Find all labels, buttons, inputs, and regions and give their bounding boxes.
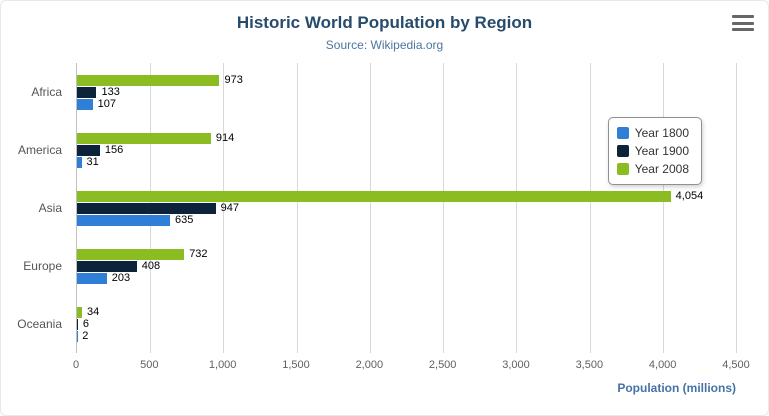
bar-group: 973 133 107 — [77, 63, 736, 121]
category-label: Asia — [38, 201, 62, 215]
bar[interactable] — [77, 98, 93, 110]
bar-value-label: 947 — [220, 201, 240, 214]
chart-title: Historic World Population by Region — [236, 13, 533, 32]
bar-group: 4,054 947 635 — [77, 179, 736, 237]
gridline — [296, 63, 298, 353]
bar-row: 6 — [77, 317, 736, 330]
bar-row: 34 — [77, 305, 736, 318]
bar[interactable] — [77, 248, 185, 260]
x-tick-label: 500 — [140, 359, 159, 371]
bar-row: 2 — [77, 329, 736, 342]
legend-item[interactable]: Year 1900 — [616, 142, 689, 160]
x-tick-label: 1,000 — [208, 359, 237, 371]
bar[interactable] — [77, 132, 211, 144]
bar-group: 34 6 2 — [77, 295, 736, 353]
y-axis-labels: Africa America Asia Europe Oceania — [1, 63, 71, 353]
bar[interactable] — [77, 272, 107, 284]
bar[interactable] — [77, 190, 671, 202]
category-label: Europe — [23, 259, 62, 273]
bar[interactable] — [77, 214, 170, 226]
chart-subtitle: Source: Wikipedia.org — [325, 38, 444, 52]
bar-row: 408 — [77, 259, 736, 272]
x-tick-label: 0 — [72, 359, 80, 371]
bar-value-label: 31 — [86, 155, 99, 168]
x-tick-label: 3,500 — [575, 359, 604, 371]
bar-groups: 973 133 107 914 156 31 4,054 947 635 732 408 203 34 6… — [77, 63, 736, 353]
bar-row: 107 — [77, 97, 736, 110]
x-axis-title: Population (millions) — [617, 381, 736, 395]
bar[interactable] — [77, 86, 97, 98]
bar-row: 31 — [77, 155, 736, 168]
gridline — [369, 63, 371, 353]
bar-value-label: 6 — [82, 317, 89, 330]
bar-row: 973 — [77, 73, 736, 86]
bar-row: 4,054 — [77, 189, 736, 202]
x-tick-label: 4,000 — [648, 359, 677, 371]
bar-row: 732 — [77, 247, 736, 260]
bar-value-label: 156 — [104, 143, 124, 156]
bar-row: 914 — [77, 131, 736, 144]
bar-value-label: 914 — [215, 131, 235, 144]
gridline — [516, 63, 518, 353]
bar-row: 203 — [77, 271, 736, 284]
legend-swatch-icon — [616, 127, 629, 139]
category-label: America — [17, 143, 62, 157]
x-tick-label: 4,500 — [722, 359, 750, 371]
category-label: Africa — [31, 85, 62, 99]
legend-item[interactable]: Year 1800 — [616, 124, 689, 142]
bar[interactable] — [77, 306, 82, 318]
hamburger-icon — [732, 28, 754, 31]
bar-value-label: 34 — [86, 305, 100, 318]
legend: Year 1800 Year 1900 Year 2008 — [607, 117, 702, 185]
bar-row: 635 — [77, 213, 736, 226]
legend-item-label: Year 1800 — [634, 126, 689, 140]
bar-value-label: 133 — [101, 85, 120, 98]
legend-item-label: Year 2008 — [634, 162, 689, 176]
x-tick-label: 2,500 — [428, 359, 457, 371]
hamburger-icon — [732, 21, 754, 25]
bar-value-label: 203 — [111, 271, 131, 284]
gridline — [662, 63, 664, 353]
bar[interactable] — [77, 144, 100, 156]
bar-row: 156 — [77, 143, 736, 156]
bar-group: 732 408 203 — [77, 237, 736, 295]
plot-area: 973 133 107 914 156 31 4,054 947 635 732 408 203 34 6… — [76, 63, 737, 353]
bar[interactable] — [77, 202, 216, 214]
legend-item[interactable]: Year 2008 — [616, 160, 689, 178]
bar[interactable] — [77, 156, 82, 168]
bar-value-label: 732 — [189, 247, 208, 260]
bar-value-label: 107 — [97, 97, 117, 110]
bar-value-label: 973 — [224, 73, 243, 86]
bar[interactable] — [77, 260, 137, 272]
bar-value-label: 408 — [141, 259, 161, 272]
legend-item-label: Year 1900 — [634, 144, 689, 158]
x-tick-label: 2,000 — [355, 359, 384, 371]
legend-swatch-icon — [616, 145, 629, 157]
bar-row: 947 — [77, 201, 736, 214]
bar-value-label: 635 — [174, 213, 194, 226]
category-label: Oceania — [17, 317, 62, 331]
gridline — [736, 63, 737, 353]
bar-value-label: 4,054 — [675, 189, 704, 202]
bar-group: 914 156 31 — [77, 121, 736, 179]
bar[interactable] — [77, 318, 78, 330]
legend-swatch-icon — [616, 163, 629, 175]
bar-row: 133 — [77, 85, 736, 98]
bar[interactable] — [77, 74, 220, 86]
x-tick-label: 3,000 — [502, 359, 530, 371]
gridline — [223, 63, 225, 353]
bar-value-label: 2 — [82, 329, 89, 342]
context-menu-button[interactable] — [732, 15, 754, 31]
x-tick-label: 1,500 — [282, 359, 310, 371]
gridline — [589, 63, 591, 353]
x-axis-ticks: 0 500 1,000 1,500 2,000 2,500 3,000 3,500 4,000 4… — [72, 355, 750, 373]
gridline — [443, 63, 445, 353]
hamburger-icon — [732, 15, 754, 18]
